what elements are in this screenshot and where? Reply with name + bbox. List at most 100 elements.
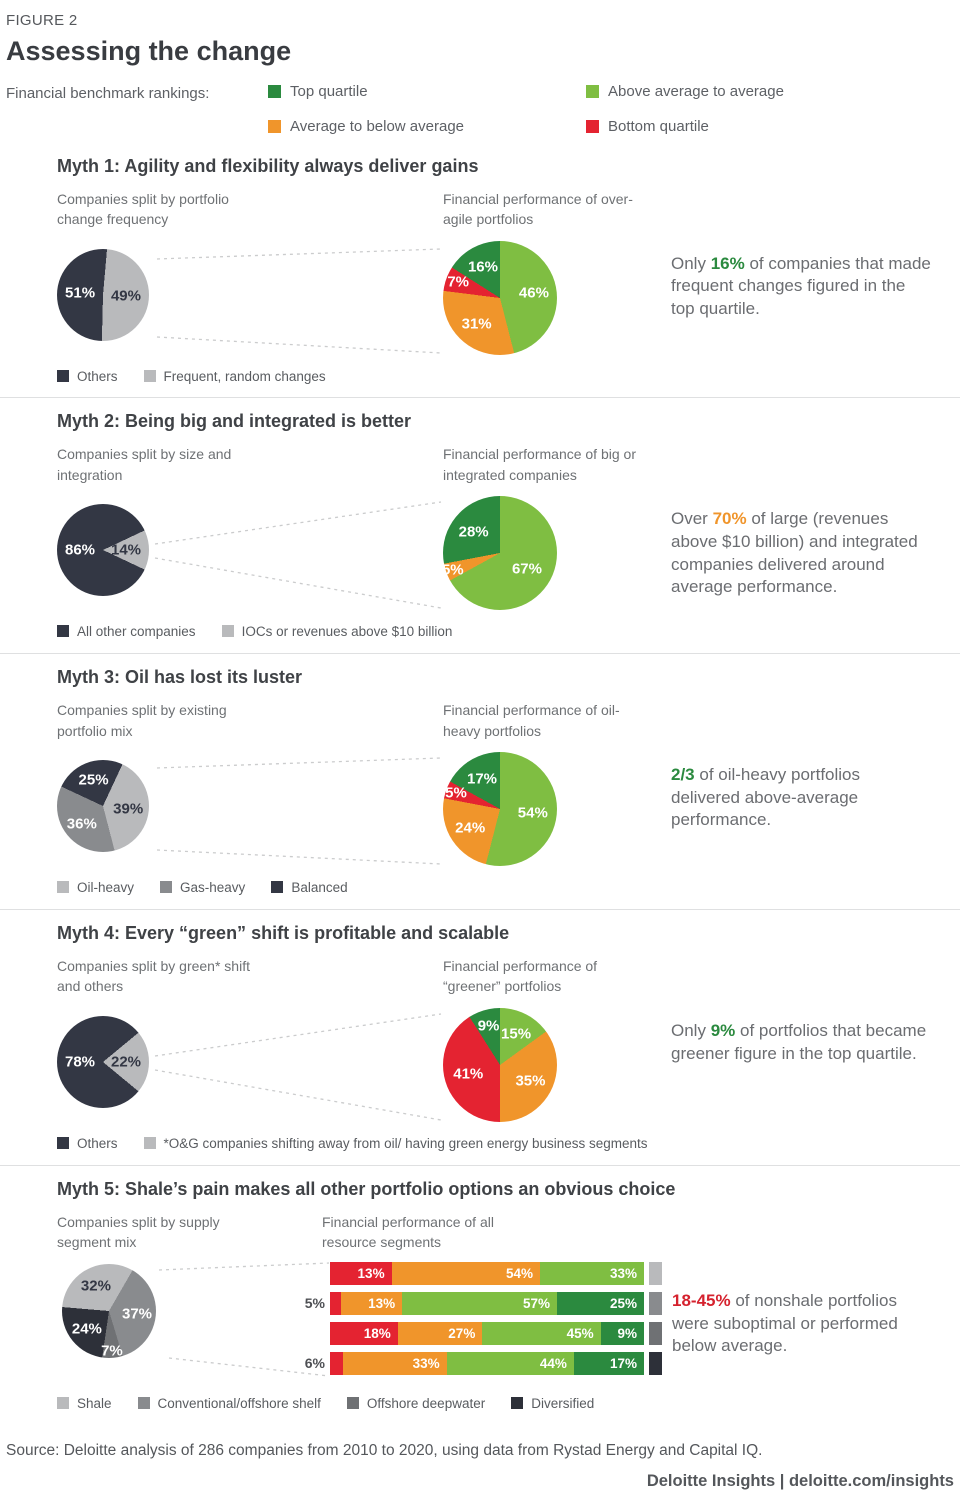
deloitte-insights-brand: Deloitte Insights | deloitte.com/insight… (646, 1472, 954, 1491)
bar-track: 18% 27% 45% 9% (330, 1321, 644, 1345)
myth-1-title: Myth 1: Agility and flexibility always d… (57, 155, 479, 176)
pie-m4-companies-split: 22% 78% (57, 1016, 149, 1109)
source-note: Source: Deloitte analysis of 286 compani… (6, 1442, 763, 1460)
legend-swatch (586, 119, 599, 133)
legend-item: Conventional/offshore shelf (137, 1396, 321, 1413)
legend-item: Frequent, random changes (143, 368, 326, 386)
chart-label-left: Companies split by portfolio change freq… (57, 190, 229, 227)
legend-swatch (143, 369, 156, 382)
pie-slice-label: 51% (65, 284, 96, 302)
pie-m1-financial-performance: 46% 31% 7% 16% (443, 240, 557, 355)
bar-segment: 54% (391, 1261, 541, 1285)
pie-slice-label: 15% (501, 1025, 532, 1043)
footer: Source: Deloitte analysis of 286 compani… (0, 1424, 960, 1491)
legend-item: All other companies (57, 624, 196, 641)
legend-label: Others (77, 368, 118, 384)
highlight-value: 16% (710, 253, 745, 273)
legend-item: Average to below average (268, 118, 586, 137)
pie-slice-label: 39% (113, 800, 144, 818)
myth-2-chart-labels: Companies split by size and integration … (57, 444, 932, 496)
bar-segment: 9% (600, 1321, 644, 1345)
pie-slice-label: 14% (110, 541, 142, 559)
pie-slice-label: 36% (66, 815, 97, 833)
legend-label: Offshore deepwater (366, 1395, 486, 1411)
legend-label: Oil-heavy (77, 880, 135, 896)
pie-m3-financial-performance: 54% 24% 5% 17% (443, 752, 557, 867)
pie-m2-financial-performance: 67% 5% 28% (442, 496, 557, 611)
bar-segment-label: 17% (609, 1355, 637, 1371)
bar-segment: 44% (446, 1351, 574, 1375)
legend-label: IOCs or revenues above $10 billion (241, 624, 453, 640)
legend-label: *O&G companies shifting away from oil/ h… (163, 1136, 648, 1152)
bar-segment-label: 45% (566, 1325, 594, 1341)
highlight-value: 9% (710, 1021, 736, 1041)
myth-2-title: Myth 2: Being big and integrated is bett… (57, 411, 412, 432)
bar-segment: 33% (540, 1261, 644, 1285)
legend-item: Top quartile (268, 83, 586, 102)
legend-label: Bottom quartile (608, 117, 709, 135)
side-text: Over 70% of large (revenues above $10 bi… (671, 509, 918, 597)
legend-label: Frequent, random changes (163, 368, 326, 384)
pie-m2-companies-split: 14% 86% (57, 504, 149, 597)
bar-segment: 13% (340, 1291, 403, 1315)
bar-category-cap (649, 1291, 662, 1315)
pie-slice-label: 37% (121, 1305, 153, 1323)
bar-segment: 17% (573, 1351, 644, 1375)
legend-swatch (57, 369, 69, 382)
section-myth-3: Myth 3: Oil has lost its luster Companie… (0, 653, 960, 909)
side-text: 2/3 of oil-heavy portfolios delivered ab… (671, 765, 861, 830)
bar-segment-label: 13% (368, 1295, 396, 1311)
figure-label: FIGURE 2 (6, 12, 78, 29)
legend-item: Oil-heavy (57, 880, 134, 897)
pie-slice-label: 67% (511, 560, 542, 578)
pie-slice-label: 41% (453, 1065, 484, 1083)
legend-item: IOCs or revenues above $10 billion (221, 624, 453, 641)
legend-swatch (137, 1396, 150, 1409)
myth-4-chart-labels: Companies split by green* shift and othe… (57, 956, 932, 1008)
pie-slice-label: 9% (477, 1017, 500, 1035)
legend-item: Offshore deepwater (346, 1395, 486, 1413)
legend-swatch (57, 1137, 69, 1150)
legend-swatch (511, 1396, 524, 1409)
bar-segment-label: 33% (609, 1265, 637, 1281)
legend-label: Diversified (531, 1395, 595, 1411)
myth-3-legend: Oil-heavy Gas-heavy Balanced (57, 880, 932, 897)
side-text: Only 16% of companies that made frequent… (671, 253, 931, 318)
legend-label: Balanced (291, 880, 348, 896)
bar-segment: 27% (397, 1321, 483, 1345)
bar-row: 6% 33% 44% 17% (300, 1351, 672, 1375)
pie-slice-label: 46% (518, 284, 549, 302)
bar-segment-label: 33% (412, 1355, 440, 1371)
legend-swatch (57, 625, 69, 638)
chart-label-left: Companies split by existing portfolio mi… (57, 702, 227, 739)
bar-category-cap (649, 1261, 662, 1285)
side-text: 18-45% of nonshale portfolios were subop… (672, 1291, 898, 1356)
pie-m4-financial-performance: 15% 35% 41% 9% (443, 1008, 557, 1123)
section-myth-2: Myth 2: Being big and integrated is bett… (0, 397, 960, 653)
myth-1-charts: 49% 51% 46% 31% 7% 16% Only 16% of companies… (57, 240, 932, 355)
bar-segment: 45% (482, 1321, 601, 1345)
pie-slice-label: 16% (467, 258, 498, 276)
legend-label: All other companies (77, 624, 196, 640)
chart-label-right: Financial performance of all resource se… (322, 1214, 494, 1251)
chart-label-left: Companies split by supply segment mix (57, 1214, 220, 1251)
bar-row: 18% 27% 45% 9% (300, 1321, 672, 1345)
legend-item: Above average to average (586, 83, 784, 102)
bar-segment-label: 44% (539, 1355, 567, 1371)
bar-track: 33% 44% 17% (330, 1351, 644, 1375)
bar-segment-label: 54% (506, 1265, 534, 1281)
legend-label: Others (77, 1136, 118, 1152)
benchmark-legend-items: Top quartile Above average to average Aver… (268, 83, 784, 137)
bar-segment: 33% (342, 1351, 447, 1375)
bar-segment-label: 25% (609, 1295, 637, 1311)
bar-segment: 25% (556, 1291, 644, 1315)
highlight-value: 2/3 (671, 765, 695, 785)
myth-3-chart-labels: Companies split by existing portfolio mi… (57, 700, 932, 752)
legend-label: Shale (77, 1395, 112, 1411)
pie-slice-label: 78% (64, 1053, 96, 1071)
bar-segment: 18% (330, 1321, 398, 1345)
pie-slice-label: 22% (110, 1053, 142, 1071)
legend-label: Top quartile (290, 83, 368, 100)
pie-slice-label: 86% (64, 541, 96, 559)
pie-slice-label: 7% (101, 1342, 123, 1360)
